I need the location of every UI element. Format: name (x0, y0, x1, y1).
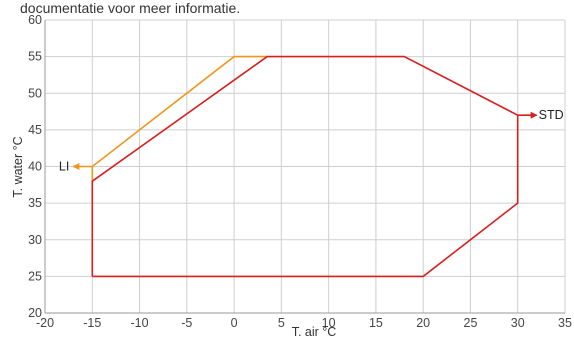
axes: -20 -15 -10 -5 0 5 10 15 20 25 30 35 20 25 30 35 40 45 50 5… (28, 13, 572, 330)
y-tick-label: 60 (28, 13, 42, 27)
x-tick-label: -5 (181, 316, 192, 330)
x-tick-label: 30 (511, 316, 525, 330)
x-tick-label: 25 (464, 316, 478, 330)
x-tick-label: 20 (416, 316, 430, 330)
y-tick-label: 35 (28, 196, 42, 210)
y-tick-label: 50 (28, 86, 42, 100)
x-tick-label: 15 (369, 316, 383, 330)
x-tick-label: 5 (278, 316, 285, 330)
y-tick-label: 25 (28, 269, 42, 283)
y-tick-label: 20 (28, 306, 42, 320)
x-tick-label: 10 (322, 316, 336, 330)
annotations-layer: STD LI (59, 108, 564, 173)
x-tick-label: -15 (83, 316, 101, 330)
series-layer (91, 55, 519, 278)
series-line-std (91, 55, 519, 278)
x-tick-label: -10 (131, 316, 149, 330)
y-axis-title: T. water °C (11, 136, 25, 197)
y-tick-label: 55 (28, 50, 42, 64)
x-tick-label: 35 (558, 316, 572, 330)
series-line-li (91, 55, 268, 182)
y-tick-label: 30 (28, 233, 42, 247)
x-axis-title: T. air °C (292, 325, 337, 338)
x-tick-label: -20 (36, 316, 54, 330)
series-label-std: STD (539, 108, 564, 122)
series-label-li: LI (59, 160, 69, 174)
y-tick-label: 45 (28, 123, 42, 137)
header-text: documentatie voor meer informatie. (20, 0, 240, 16)
grid (44, 19, 566, 314)
x-tick-label: 0 (231, 316, 238, 330)
y-tick-label: 40 (28, 160, 42, 174)
